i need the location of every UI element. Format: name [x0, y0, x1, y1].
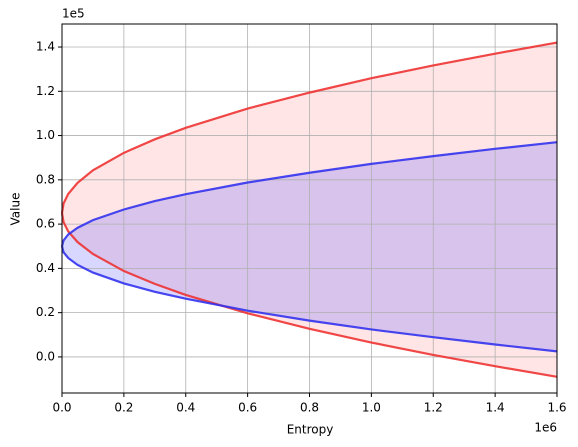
y-tick-label: 0.6: [36, 217, 55, 231]
band-line: [60, 41, 558, 214]
x-tick-label: 0.8: [300, 401, 319, 415]
y-tick-label: 1.2: [36, 84, 55, 98]
band-line: [60, 245, 558, 353]
y-tick-label: 0.8: [36, 172, 55, 186]
x-tick-label: 1.6: [547, 401, 566, 415]
y-tick-label: 1.4: [36, 40, 55, 54]
band-line: [60, 141, 558, 247]
x-axis-label: Entropy: [287, 423, 334, 437]
y-axis-label: Value: [9, 193, 23, 226]
x-tick-label: 0.6: [238, 401, 257, 415]
x-tick-label: 0.0: [52, 401, 71, 415]
y-tick-label: 0.0: [36, 349, 55, 363]
x-tick-label: 1.2: [424, 401, 443, 415]
x-offset-label: 1e6: [534, 421, 557, 435]
plot-frame: [61, 23, 558, 394]
y-offset-label: 1e5: [62, 7, 85, 21]
x-tick-label: 0.4: [176, 401, 195, 415]
x-tick-label: 1.0: [362, 401, 381, 415]
y-tick-label: 1.0: [36, 128, 55, 142]
y-tick-label: 0.2: [36, 305, 55, 319]
x-tick-label: 0.2: [114, 401, 133, 415]
y-tick-label: 0.4: [36, 261, 55, 275]
x-tick-label: 1.4: [486, 401, 505, 415]
